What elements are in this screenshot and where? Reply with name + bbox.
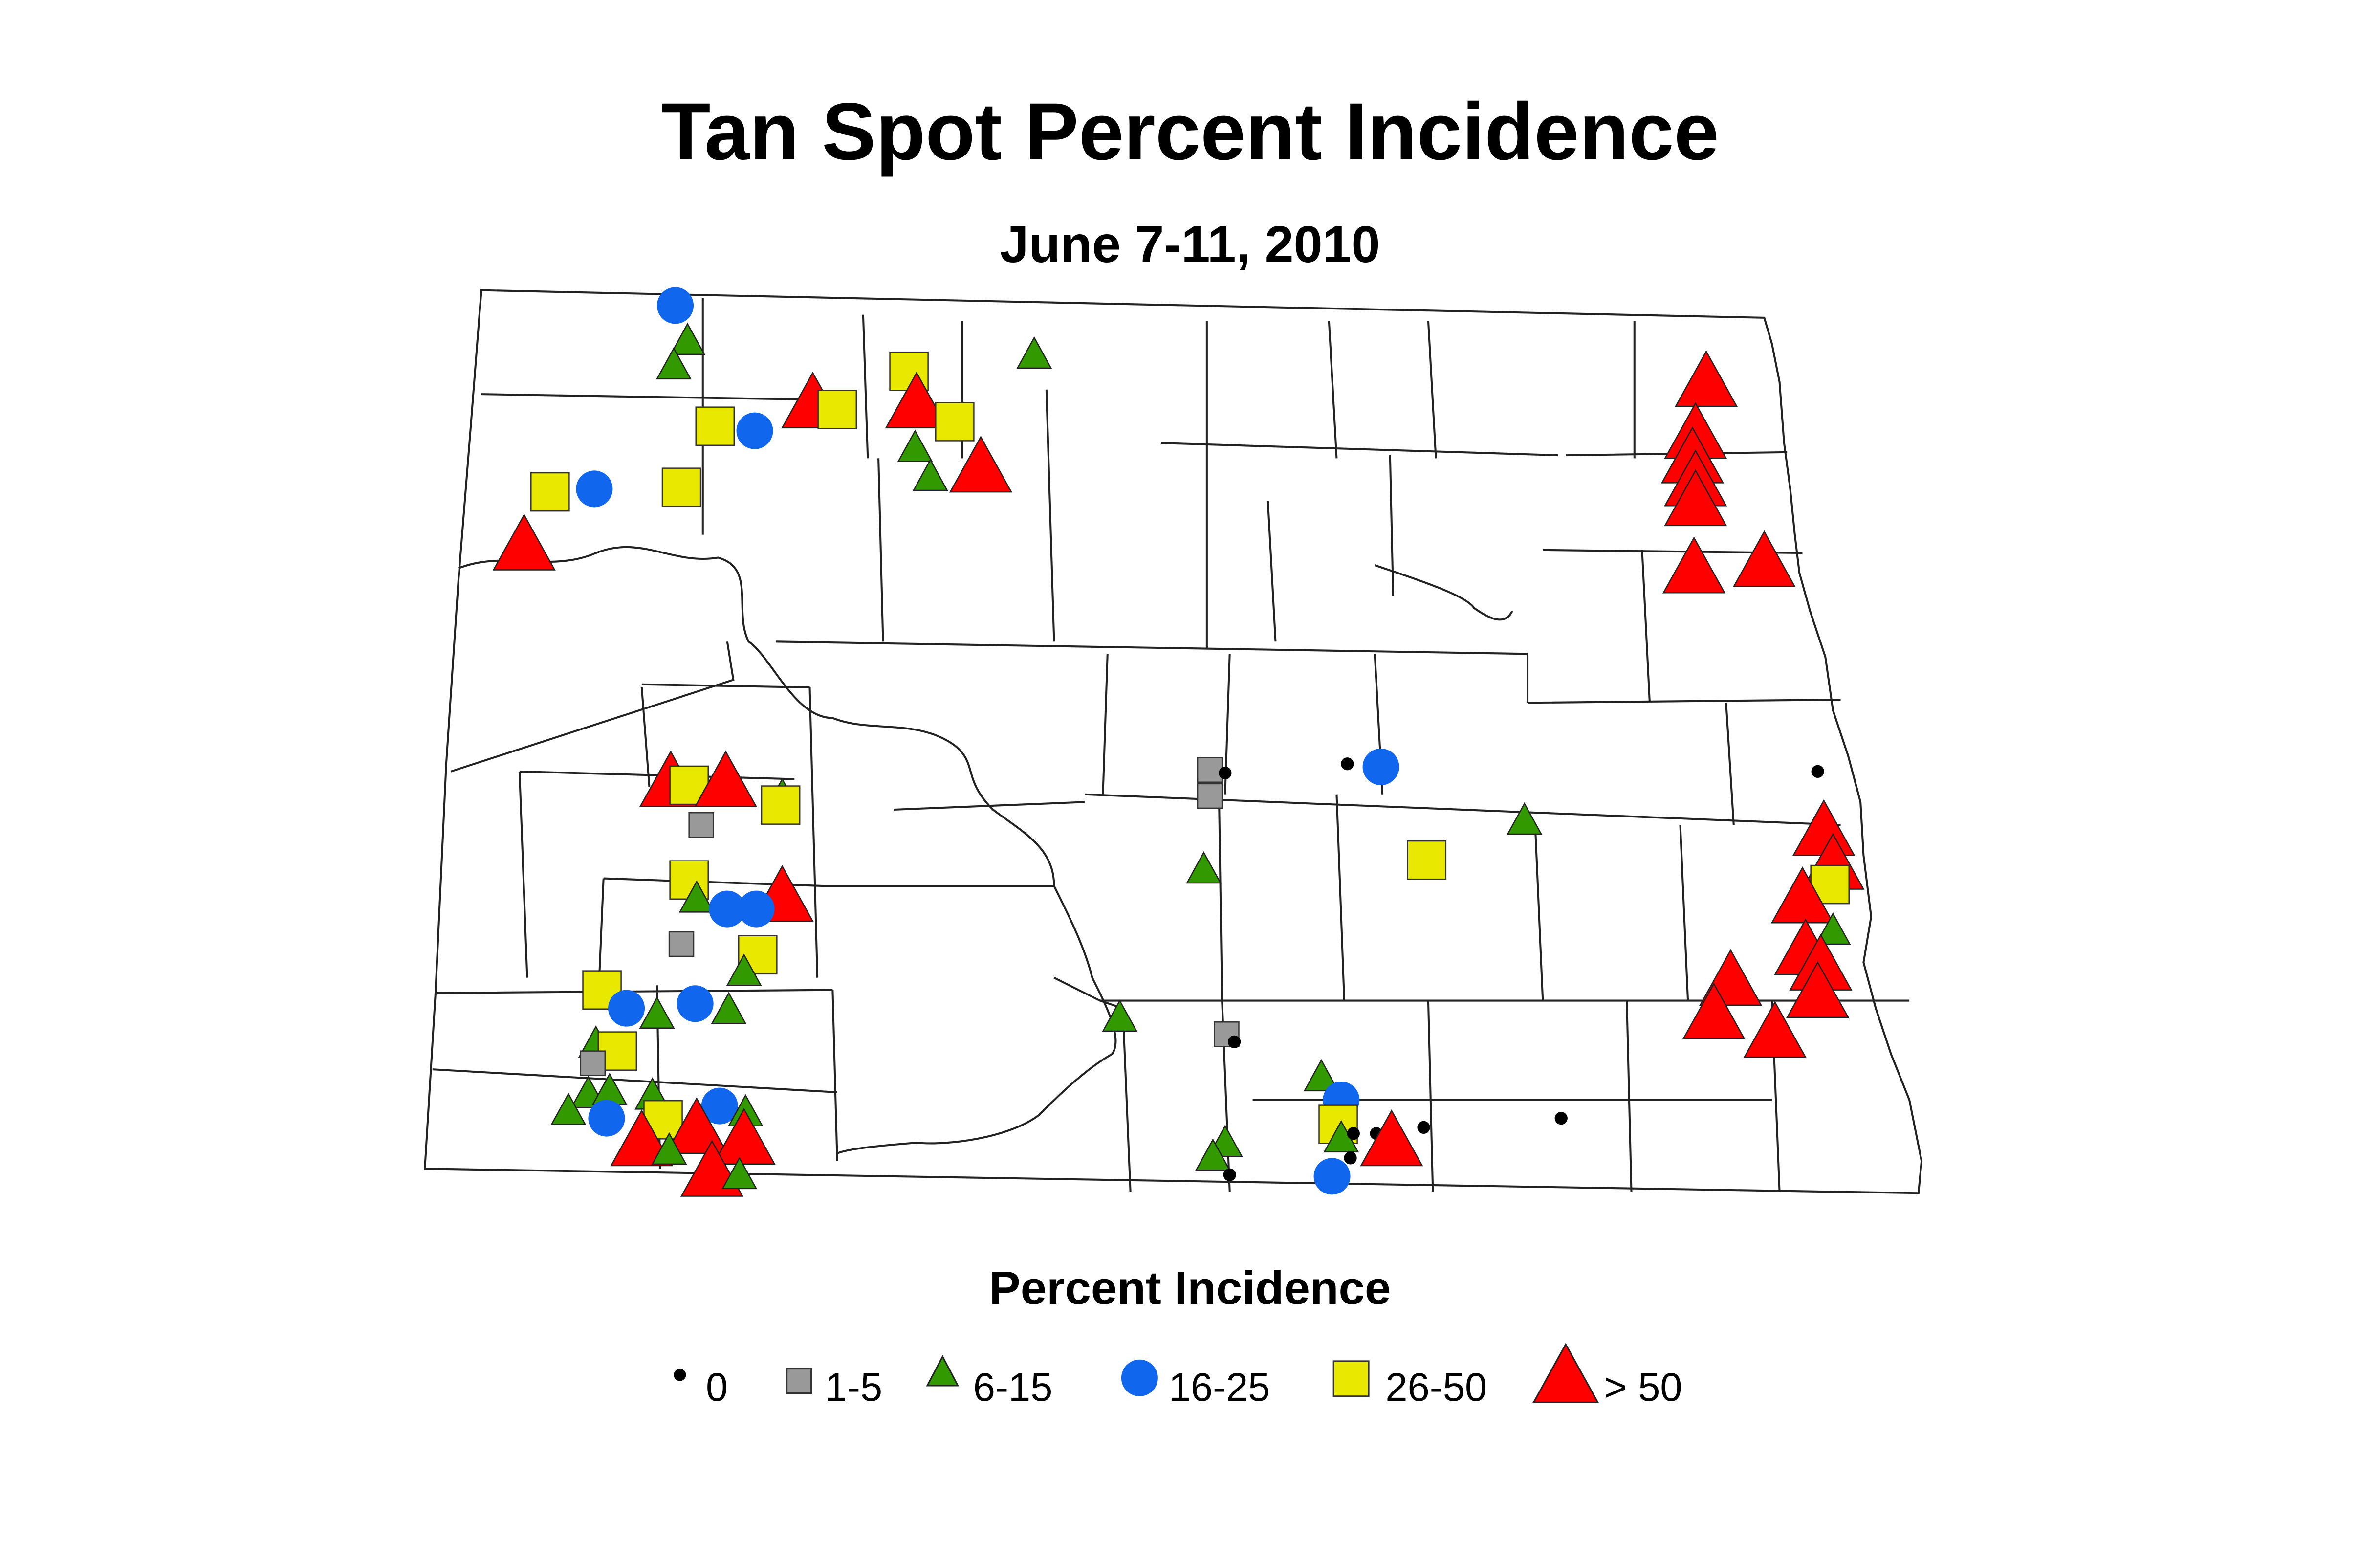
site-marker-6-15: [670, 322, 706, 355]
site-marker-26-50: [935, 402, 975, 442]
site-marker-16-25: [677, 985, 714, 1022]
site-marker-6-15: [678, 880, 715, 913]
site-marker-over-50: [694, 750, 758, 807]
site-marker-over-50: [1732, 530, 1796, 588]
legend-label-26-50: 26-50: [1385, 1365, 1487, 1410]
site-marker-0: [1811, 765, 1824, 778]
site-marker-over-50: [712, 1107, 776, 1165]
site-marker-over-50: [885, 371, 948, 429]
site-marker-over-50: [1682, 982, 1746, 1039]
site-marker-6-15: [726, 953, 762, 986]
site-marker-over-50: [665, 1097, 728, 1154]
site-marker-6-15: [1303, 1059, 1339, 1092]
site-marker-6-15: [912, 458, 948, 491]
site-marker-0: [1341, 757, 1354, 771]
legend-symbol-16-25: [1121, 1359, 1158, 1396]
legend-label-1-5: 1-5: [825, 1365, 882, 1410]
site-marker-6-15: [721, 1156, 758, 1190]
site-marker-0: [1223, 1168, 1236, 1181]
site-marker-1-5: [688, 812, 714, 838]
site-marker-over-50: [610, 1109, 674, 1167]
site-marker-6-15: [711, 992, 747, 1024]
site-marker-over-50: [1664, 469, 1727, 527]
site-marker-16-25: [657, 287, 694, 324]
site-marker-over-50: [1674, 350, 1738, 407]
site-marker-16-25: [1313, 1158, 1351, 1195]
site-marker-6-15: [651, 1132, 687, 1165]
site-marker-16-25: [709, 890, 746, 928]
legend-label-6-15: 6-15: [973, 1365, 1053, 1410]
site-marker-6-15: [550, 1092, 587, 1125]
site-marker-16-25: [701, 1087, 738, 1125]
legend-label-over-50: > 50: [1604, 1365, 1682, 1410]
site-marker-16-25: [576, 470, 613, 508]
site-marker-16-25: [588, 1100, 625, 1137]
sheyenne-river: [1374, 564, 1513, 621]
site-marker-6-15: [639, 996, 675, 1029]
missouri-river: [458, 546, 1117, 1154]
legend-symbol-over-50: [1532, 1343, 1599, 1403]
site-marker-6-15: [1016, 336, 1052, 369]
site-marker-over-50: [492, 513, 556, 571]
site-marker-26-50: [530, 472, 570, 512]
site-marker-over-50: [1770, 866, 1834, 924]
site-marker-over-50: [1662, 536, 1726, 594]
legend-title: Percent Incidence: [989, 1262, 1391, 1314]
site-marker-0: [1347, 1127, 1360, 1140]
site-marker-26-50: [1407, 840, 1447, 880]
site-marker-1-5: [668, 931, 695, 957]
site-marker-over-50: [1786, 961, 1850, 1018]
site-marker-0: [1344, 1151, 1357, 1165]
county-boundaries: [423, 289, 1923, 1194]
site-marker-over-50: [1743, 1001, 1807, 1058]
site-marker-6-15: [1507, 802, 1543, 835]
site-marker-16-25: [1362, 749, 1399, 785]
site-marker-6-15: [897, 429, 933, 462]
legend-label-0: 0: [706, 1365, 728, 1410]
site-marker-26-50: [695, 406, 735, 446]
map-subtitle: June 7-11, 2010: [1000, 216, 1380, 273]
legend-symbol-0: [674, 1369, 686, 1381]
site-marker-16-25: [738, 890, 775, 928]
site-marker-26-50: [817, 390, 857, 429]
legend-symbol-1-5: [786, 1368, 812, 1394]
site-marker-6-15: [1815, 912, 1851, 945]
site-marker-0: [1227, 1035, 1241, 1049]
site-marker-0: [1219, 766, 1232, 780]
site-marker-26-50: [661, 467, 701, 508]
site-marker-16-25: [608, 990, 645, 1027]
site-marker-0: [1554, 1112, 1568, 1125]
site-marker-6-15: [1186, 851, 1222, 884]
state-outline: [423, 289, 1923, 1194]
site-marker-6-15: [655, 347, 692, 380]
site-marker-over-50: [949, 436, 1013, 493]
site-marker-1-5: [1197, 783, 1223, 809]
legend-symbol-6-15: [926, 1355, 960, 1387]
legend-label-16-25: 16-25: [1169, 1365, 1270, 1410]
site-marker-26-50: [761, 785, 801, 825]
map-title: Tan Spot Percent Incidence: [661, 87, 1719, 177]
site-marker-over-50: [1360, 1109, 1423, 1167]
site-marker-16-25: [736, 412, 773, 449]
site-marker-1-5: [580, 1050, 606, 1076]
legend-symbol-26-50: [1332, 1360, 1370, 1397]
site-marker-6-15: [1102, 999, 1138, 1032]
site-marker-6-15: [1195, 1138, 1231, 1171]
site-marker-0: [1417, 1121, 1430, 1134]
site-marker-1-5: [1197, 757, 1223, 783]
